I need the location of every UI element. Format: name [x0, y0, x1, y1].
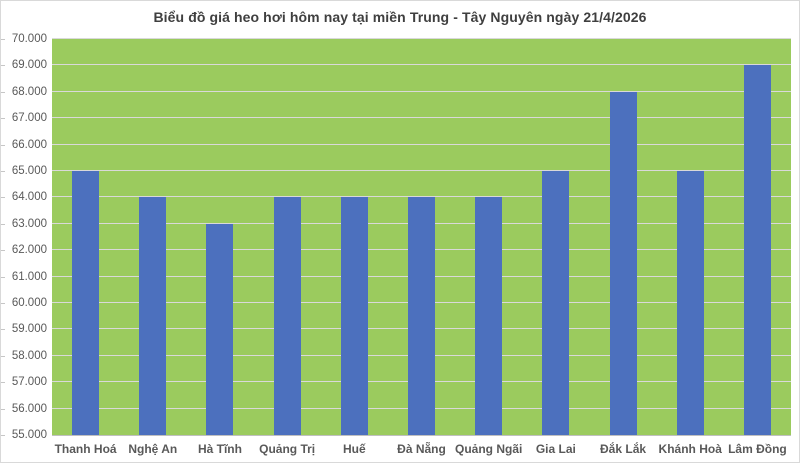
x-axis-category-label: Thanh Hoá: [54, 442, 117, 456]
y-axis-tick-label: 63.000: [11, 217, 47, 230]
y-axis-tick-label: 68.000: [11, 85, 47, 98]
gridline: [52, 64, 791, 66]
gridline: [52, 170, 791, 171]
y-axis-tick: [1, 171, 5, 172]
bar-khánh-hoà: [676, 171, 704, 435]
chart-title: Biểu đồ giá heo hơi hôm nay tại miền Tru…: [153, 9, 647, 25]
y-axis-tick-label: 65.000: [11, 165, 47, 177]
y-axis-tick-label: 60.000: [11, 297, 47, 309]
x-axis-line: [52, 435, 791, 436]
bar-nghệ-an: [139, 197, 167, 435]
y-axis-tick-label: 57.000: [11, 376, 47, 389]
bar-thanh-hoá: [72, 171, 100, 435]
gridline: [52, 143, 791, 145]
y-axis-tick-label: 56.000: [11, 402, 47, 415]
x-axis-category-label: Đắk Lắk: [600, 442, 647, 456]
x-axis-category-label: Quảng Trị: [259, 442, 316, 456]
y-axis-tick: [1, 382, 5, 384]
y-axis-tick-label: 59.000: [11, 323, 47, 336]
y-axis-tick: [1, 223, 5, 225]
x-axis-category-label: Quảng Ngãi: [455, 442, 523, 456]
gridline: [52, 38, 791, 39]
x-axis-category-label: Đà Nẵng: [397, 442, 446, 456]
bar-gia-lai: [542, 171, 570, 435]
y-axis-tick: [1, 329, 5, 331]
y-axis-tick: [1, 91, 5, 93]
bar-quảng-ngãi: [475, 197, 503, 435]
x-axis-category-label: Huế: [342, 442, 366, 456]
plot-area: [52, 38, 791, 436]
y-axis-tick-label: 70.000: [11, 33, 47, 45]
y-axis-tick-label: 58.000: [11, 349, 47, 362]
y-axis-tick-label: 67.000: [11, 112, 47, 125]
gridline: [52, 196, 791, 198]
bar-đà-nẵng: [408, 197, 435, 435]
y-axis-tick: [1, 144, 5, 146]
y-axis-tick-label: 69.000: [11, 59, 47, 72]
y-axis-tick: [1, 276, 5, 278]
y-axis-tick-label: 66.000: [11, 138, 47, 151]
y-axis-tick: [1, 303, 5, 304]
y-axis-tick: [1, 408, 5, 410]
y-axis-tick: [1, 250, 5, 252]
x-axis-category-label: Gia Lai: [535, 442, 576, 456]
bar-huế: [340, 197, 368, 435]
y-axis-tick: [1, 39, 5, 40]
x-axis-category-label: Lâm Đồng: [728, 442, 787, 456]
gridline: [52, 117, 791, 119]
bar-lâm-đồng: [743, 65, 771, 435]
bar-quảng-trị: [273, 197, 301, 435]
y-axis-tick: [1, 197, 5, 199]
y-axis-tick: [1, 355, 5, 357]
y-axis-tick: [1, 118, 5, 120]
x-axis-category-label: Khánh Hoà: [658, 442, 722, 456]
gridline: [52, 90, 791, 92]
bar-hà-tĩnh: [206, 223, 234, 435]
y-axis-tick-label: 61.000: [11, 270, 47, 283]
y-axis-tick: [1, 65, 5, 67]
y-axis-tick-label: 64.000: [11, 191, 47, 204]
y-axis-tick: [1, 435, 5, 436]
bar-đắk-lắk: [609, 91, 637, 435]
y-axis-tick-label: 62.000: [11, 244, 47, 257]
x-axis-category-label: Nghệ An: [128, 442, 178, 456]
y-axis-tick-label: 55.000: [11, 429, 47, 441]
x-axis-category-label: Hà Tĩnh: [197, 442, 242, 456]
